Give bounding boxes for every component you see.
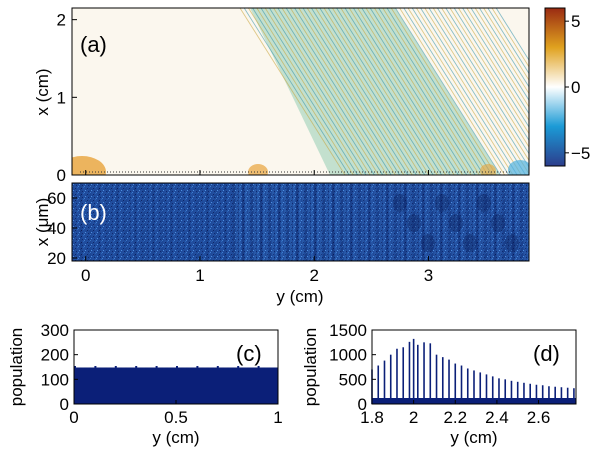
panel-a-ytick-label: 2 xyxy=(57,11,66,30)
panel-c-bar-tip xyxy=(263,367,265,369)
panel-b-tag: (b) xyxy=(80,200,107,225)
panel-c-bar-tip xyxy=(222,367,224,369)
panel-c-bar-tip xyxy=(171,367,173,369)
panel-c-xtick-label: 0 xyxy=(69,408,78,427)
panel-c-xtick-label: 0.5 xyxy=(164,408,188,427)
panel-c-bar-tip xyxy=(94,366,96,368)
panel-c-bar-tip xyxy=(125,367,127,369)
panel-d-ytick-label: 1000 xyxy=(329,346,367,365)
panel-b: 2040600 1 2 3 x (μm) y (cm) (b) xyxy=(33,170,529,306)
panel-c-ylabel: population xyxy=(7,328,26,406)
panel-d-xtick-label: 2.4 xyxy=(485,408,509,427)
panel-c-bar-tip xyxy=(176,366,178,368)
panel-c-bar-tip xyxy=(253,367,255,369)
panel-b-xlabel: y (cm) xyxy=(276,287,323,306)
colorbar-tick-label: 5 xyxy=(571,12,580,31)
panel-c-bar-tip xyxy=(217,366,219,368)
panel-b-ylabel: x (μm) xyxy=(33,198,52,247)
panel-b-ytick-label: 20 xyxy=(47,249,66,268)
panel-c-bar-tip xyxy=(207,367,209,369)
panel-c-bar-tip xyxy=(135,366,137,368)
panel-c-bar-tip xyxy=(140,367,142,369)
panel-b-blob xyxy=(449,214,463,232)
panel-a-ytick-label: 1 xyxy=(57,88,66,107)
panel-c-bar-tip xyxy=(181,367,183,369)
panel-c-bar-tip xyxy=(145,367,147,369)
panel-d-base-bar xyxy=(372,398,576,404)
panel-c-bar-tip xyxy=(268,367,270,369)
panel-b-blob xyxy=(407,214,421,232)
panel-c-bar-tip xyxy=(227,367,229,369)
panel-d-ytick-label: 500 xyxy=(339,370,367,389)
panel-a: 0 1 2 x (cm) (a) 5 0 −5 xyxy=(33,8,597,188)
panel-c-bar-tip xyxy=(212,367,214,369)
panel-c-bar-tip xyxy=(202,367,204,369)
panel-a-ylabel: x (cm) xyxy=(33,68,52,115)
panel-b-blob xyxy=(463,234,477,252)
panel-c-ytick-label: 200 xyxy=(41,346,69,365)
panel-c-bar-tip xyxy=(89,367,91,369)
panel-b-blob xyxy=(477,194,491,212)
panel-d-xtick-label: 2 xyxy=(409,408,418,427)
panel-b-blob xyxy=(505,234,519,252)
colorbar-tick-label: −5 xyxy=(571,144,590,163)
panel-d-xtick-label: 1.8 xyxy=(360,408,384,427)
panel-c-xtick-label: 1 xyxy=(273,408,282,427)
panel-c-ytick-label: 300 xyxy=(41,321,69,340)
panel-a-source-right2 xyxy=(480,164,496,178)
panel-c-bar-tip xyxy=(161,367,163,369)
panel-d-ylabel: population xyxy=(301,328,320,406)
panel-d-xtick-label: 2.6 xyxy=(527,408,551,427)
panel-b-xtick-label: 2 xyxy=(309,266,318,285)
panel-c-bar-tip xyxy=(258,366,260,368)
panel-d-xlabel: y (cm) xyxy=(450,428,497,447)
colorbar-ticks: 5 0 −5 xyxy=(565,12,590,163)
panel-c-bars xyxy=(74,366,278,404)
colorbar-tick-label: 0 xyxy=(571,78,580,97)
panel-c-bar-tip xyxy=(242,367,244,369)
panel-c-ytick-label: 0 xyxy=(60,395,69,414)
panel-c-bar-tip xyxy=(79,367,81,369)
panel-c-bar-tip xyxy=(115,366,117,368)
panel-d: 0 500 1000 1500 1.8 2 2.2 2.4 2.6 population y (… xyxy=(301,321,576,447)
panel-c-bar-tip xyxy=(151,367,153,369)
panel-c-bar-tip xyxy=(247,367,249,369)
panel-d-xtick-label: 2.2 xyxy=(443,408,467,427)
panel-c-xlabel: y (cm) xyxy=(152,428,199,447)
panel-b-blob xyxy=(393,194,407,212)
panel-c-bar-tip xyxy=(120,367,122,369)
panel-c-bar-tip xyxy=(105,367,107,369)
colorbar xyxy=(545,8,565,166)
panel-b-xtick-label: 0 xyxy=(81,266,90,285)
panel-d-ytick-label: 1500 xyxy=(329,321,367,340)
panel-b-xtick-label: 1 xyxy=(195,266,204,285)
panel-c-bar-tip xyxy=(166,367,168,369)
panel-c-bar-tip xyxy=(156,366,158,368)
panel-c-bar-tip xyxy=(196,366,198,368)
panel-c-bar-tip xyxy=(84,367,86,369)
panel-c-bar-tip xyxy=(100,367,102,369)
panel-a-ytick-label: 0 xyxy=(57,166,66,185)
panel-a-tag: (a) xyxy=(80,32,107,57)
panel-c-bar-tip xyxy=(237,366,239,368)
panel-b-stripes xyxy=(72,183,528,261)
panel-c-bar-tip xyxy=(191,367,193,369)
panel-c-bar-fill xyxy=(74,367,278,404)
panel-b-blob xyxy=(491,214,505,232)
panel-c-bar-tip xyxy=(232,367,234,369)
panel-d-tag: (d) xyxy=(533,341,560,366)
panel-b-blob xyxy=(435,194,449,212)
panel-b-blob xyxy=(421,234,435,252)
panel-c-bar-tip xyxy=(130,367,132,369)
panel-c-bar-tip xyxy=(110,367,112,369)
panel-b-xtick-label: 3 xyxy=(424,266,433,285)
panel-c-bar-tip xyxy=(186,367,188,369)
panel-c-tag: (c) xyxy=(236,341,262,366)
panel-c-ytick-label: 100 xyxy=(41,370,69,389)
panel-a-source-right xyxy=(508,160,532,180)
panel-c-bar-tip xyxy=(273,367,275,369)
